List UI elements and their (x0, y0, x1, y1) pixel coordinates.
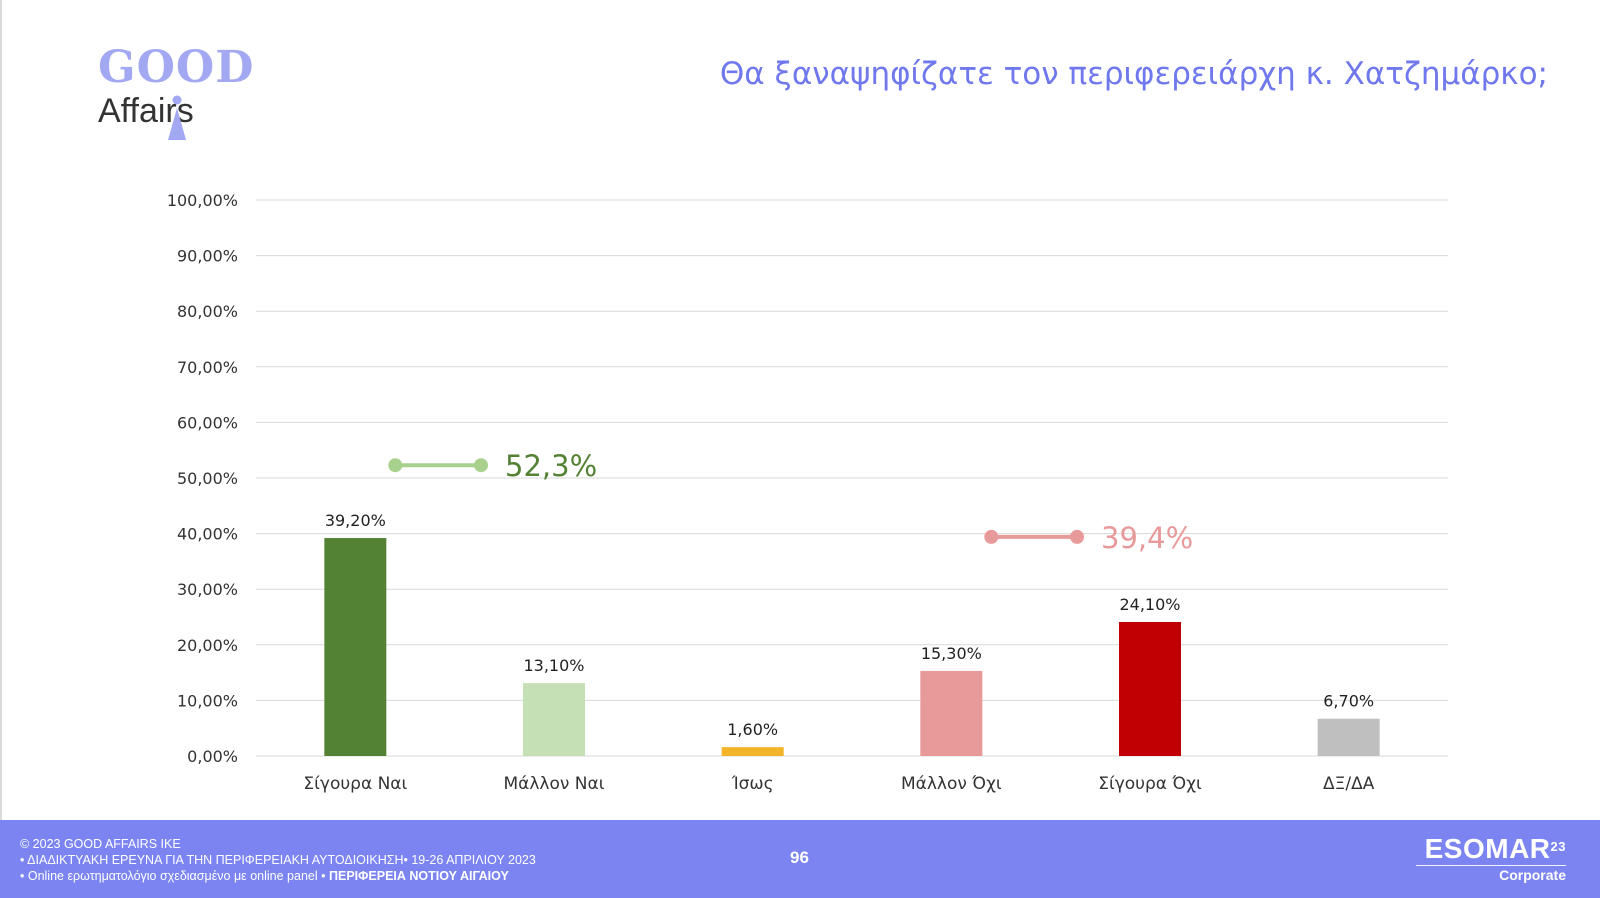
y-tick-label: 60,00% (177, 413, 238, 432)
x-category-label: Μάλλον Ναι (504, 774, 605, 794)
x-axis-category-labels: Σίγουρα Ναι Μάλλον Ναι Ίσως Μάλλον Όχι Σίγου… (303, 774, 1374, 794)
good-affairs-logo: GOOD Affairs (96, 42, 256, 142)
y-tick-label: 10,00% (177, 691, 238, 710)
x-category-label: Μάλλον Όχι (901, 774, 1002, 794)
y-tick-label: 80,00% (177, 302, 238, 321)
bar-chart: 0,00% 10,00% 20,00% 30,00% 40,00% 50,00% 60,00… (167, 191, 1448, 794)
esomar-divider (1416, 865, 1566, 866)
bar (920, 670, 983, 756)
bar-value-label: 39,20% (325, 511, 386, 530)
bar (1317, 718, 1380, 756)
bar (324, 538, 387, 756)
bar-value-label: 15,30% (921, 644, 982, 663)
logo-cone-icon (168, 95, 186, 140)
footer-copyright: © 2023 GOOD AFFAIRS IKE (20, 837, 181, 851)
bar (1119, 622, 1181, 756)
footer-method-text: • Online ερωτηματολόγιο σχεδιασμένο με o… (20, 869, 329, 883)
bar (721, 747, 784, 756)
annotation-label: 52,3% (505, 449, 597, 483)
annotation-label: 39,4% (1101, 521, 1193, 555)
esomar-year: 23 (1550, 839, 1566, 854)
annotation-dot (984, 529, 999, 544)
bar-value-label: 6,70% (1323, 692, 1374, 711)
page-left-border (0, 0, 2, 820)
footer-bar: © 2023 GOOD AFFAIRS IKE • ΔΙΑΔΙΚΤΥΑΚΗ ΕΡ… (0, 820, 1600, 898)
x-category-label: ΔΞ/ΔΑ (1323, 774, 1375, 794)
logo-good-text: GOOD (98, 42, 255, 93)
bar-value-label: 13,10% (523, 656, 584, 675)
footer-survey-line: • ΔΙΑΔΙΚΤΥΑΚΗ ΕΡΕΥΝΑ ΓΙΑ ΤΗΝ ΠΕΡΙΦΕΡΕΙΑΚ… (20, 853, 536, 867)
footer-region-text: ΠΕΡΙΦΕΡΕΙΑ ΝΟΤΙΟΥ ΑΙΓΑΙΟΥ (328, 869, 509, 883)
chart-value-labels: 39,20% 13,10% 1,60% 15,30% 24,10% 6,70% (325, 511, 1374, 739)
y-tick-label: 100,00% (167, 191, 238, 210)
chart-annotations: 52,3% 39,4% (388, 449, 1193, 555)
bar-value-label: 1,60% (727, 720, 778, 739)
y-tick-label: 20,00% (177, 636, 238, 655)
y-tick-label: 0,00% (187, 747, 238, 766)
footer-info: © 2023 GOOD AFFAIRS IKE • ΔΙΑΔΙΚΤΥΑΚΗ ΕΡ… (20, 836, 536, 884)
bar-value-label: 24,10% (1119, 595, 1180, 614)
x-category-label: Ίσως (731, 774, 774, 794)
y-tick-label: 40,00% (177, 525, 238, 544)
esomar-corporate-text: Corporate (1499, 867, 1566, 883)
x-category-label: Σίγουρα Όχι (1098, 774, 1202, 794)
page-number: 96 (790, 848, 809, 867)
esomar-name: ESOMAR23 (1416, 834, 1566, 864)
bar (523, 683, 585, 756)
y-tick-label: 50,00% (177, 469, 238, 488)
chart-bars (324, 538, 1380, 756)
esomar-name-text: ESOMAR (1424, 833, 1551, 864)
x-category-label: Σίγουρα Ναι (303, 774, 407, 794)
annotation-dot (474, 458, 488, 473)
annotation-dot (1070, 529, 1084, 544)
y-tick-label: 30,00% (177, 580, 238, 599)
chart-gridlines (256, 199, 1448, 757)
y-axis-tick-labels: 0,00% 10,00% 20,00% 30,00% 40,00% 50,00% 60,00… (167, 191, 238, 766)
annotation-dot (388, 458, 403, 473)
esomar-logo: ESOMAR23 Corporate (1416, 834, 1566, 883)
y-tick-label: 70,00% (177, 358, 238, 377)
page-title: Θα ξαναψηφίζατε τον περιφερειάρχη κ. Χατ… (719, 56, 1548, 92)
y-tick-label: 90,00% (177, 247, 238, 266)
footer-method-line: • Online ερωτηματολόγιο σχεδιασμένο με o… (20, 868, 536, 884)
